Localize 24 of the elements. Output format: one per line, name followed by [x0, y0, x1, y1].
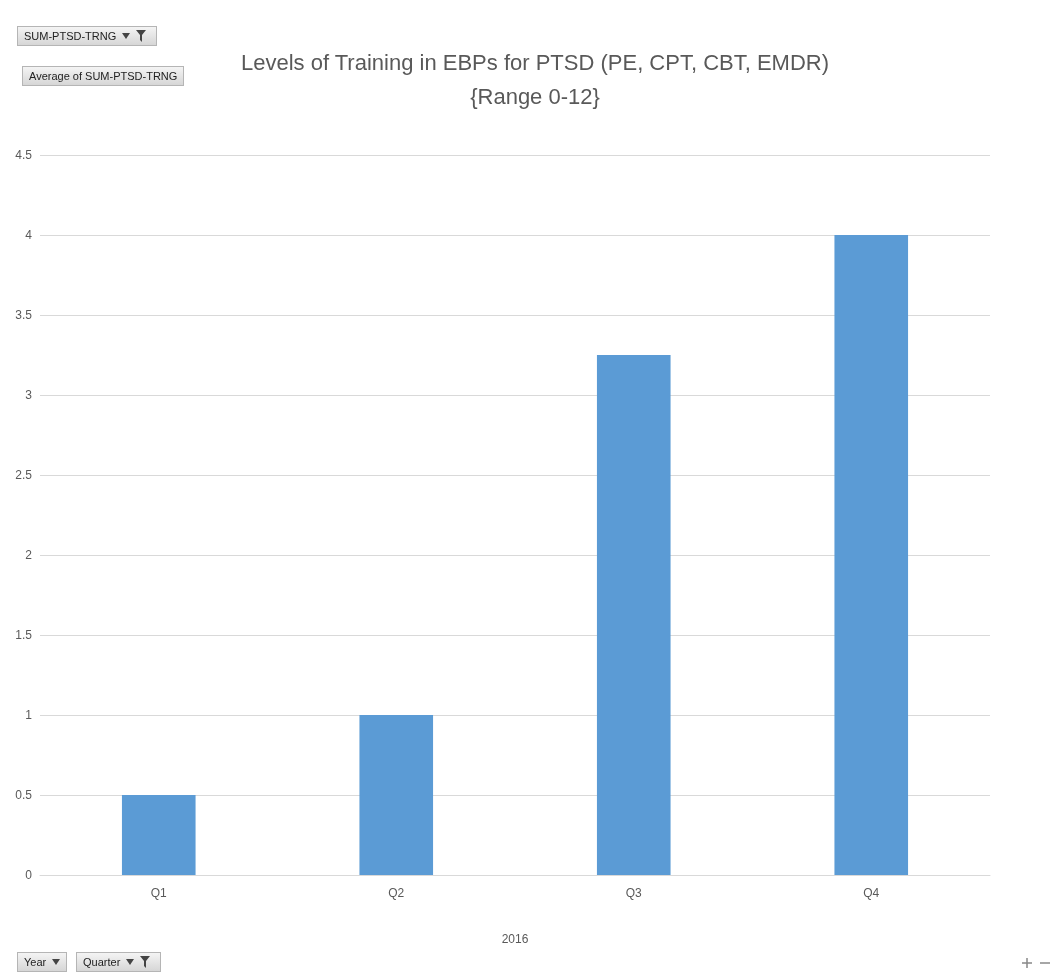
x-tick-label: Q3	[625, 886, 643, 900]
bar	[359, 715, 434, 875]
y-tick-label: 2.5	[15, 468, 33, 482]
text: Quarter	[83, 956, 121, 968]
y-tick-label: 2	[25, 548, 33, 562]
y-tick-label: 4	[25, 228, 33, 242]
chart-title: Levels of Training in EBPs for PTSD (PE, CPT, CBT, EMDR) {Range 0-12}	[240, 49, 830, 109]
y-tick-label: 1.5	[15, 628, 33, 642]
y-tick-label: 3	[25, 388, 33, 402]
text: Average of SUM-PTSD-TRNG	[29, 70, 178, 82]
x-axis-title: 2016	[501, 932, 529, 946]
x-tick-label: Q4	[863, 886, 880, 900]
y-tick-label: 3.5	[15, 308, 33, 322]
x-tick-label: Q1	[150, 886, 168, 900]
y-tick-label: 0	[25, 868, 33, 882]
bar	[834, 235, 909, 875]
bar	[596, 355, 671, 875]
x-tick-label: Q2	[388, 886, 405, 900]
y-tick-label: 0.5	[15, 788, 33, 802]
y-tick-label: 4.5	[15, 148, 33, 162]
bar	[121, 795, 196, 875]
text: Year	[24, 956, 47, 968]
text: SUM-PTSD-TRNG	[24, 30, 117, 42]
y-tick-label: 1	[25, 708, 33, 722]
